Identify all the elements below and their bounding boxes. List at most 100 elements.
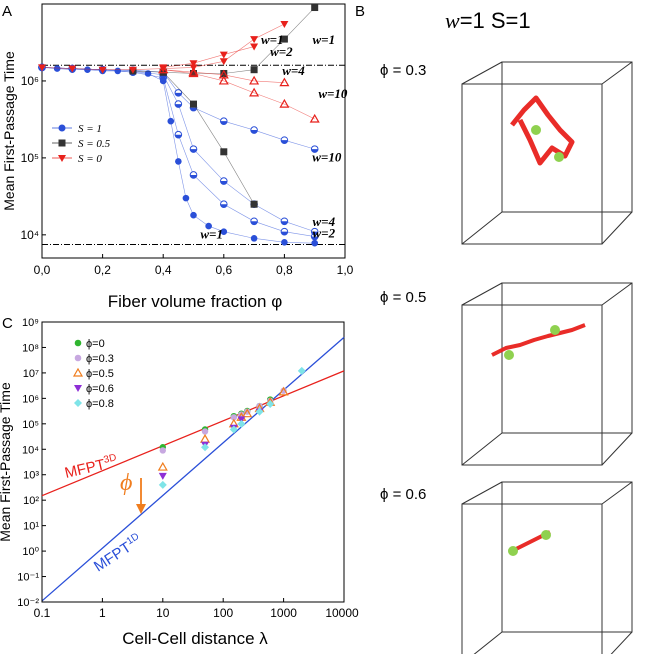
panel-a-point bbox=[190, 100, 197, 108]
panel-b-box-edge bbox=[601, 211, 633, 245]
panel-b-phi-label: ϕ = 0.5 bbox=[380, 289, 426, 306]
panel-a-point bbox=[189, 145, 198, 153]
panel-a-point bbox=[249, 75, 260, 85]
panel-a-xtick-label: 0,4 bbox=[155, 263, 172, 277]
panel-b-phi-label: ϕ = 0.3 bbox=[380, 62, 426, 79]
panel-b-box-front bbox=[461, 503, 603, 654]
panel-a-annotation: w=1 bbox=[261, 32, 284, 47]
panel-b-title-w: w bbox=[445, 8, 460, 33]
panel-a-legend-label: S = 1 bbox=[78, 123, 102, 135]
panel-a-point bbox=[128, 66, 137, 74]
panel-c-ytick-label: 10⁻² bbox=[17, 597, 39, 609]
panel-a-xtick-label: 0,0 bbox=[34, 263, 51, 277]
panel-c-fit-line bbox=[41, 336, 345, 602]
panel-b-cell bbox=[531, 125, 541, 135]
panel-b-box-edge bbox=[461, 481, 503, 505]
panel-a-point bbox=[98, 66, 107, 74]
panel-c-point bbox=[278, 386, 289, 396]
panel-c-point bbox=[297, 366, 306, 375]
panel-b-box-edge bbox=[473, 631, 503, 654]
panel-a-legend-label: S = 0.5 bbox=[78, 138, 111, 150]
panel-a-point bbox=[174, 89, 183, 97]
panel-b-3d-boxes: w=1 S=1 ϕ = 0.3 ϕ = 0.5 ϕ = 0.6 bbox=[380, 8, 633, 654]
panel-b-cell bbox=[508, 546, 518, 556]
panel-b-box: ϕ = 0.6 bbox=[380, 481, 633, 654]
panel-c-xlabel: Cell-Cell distance λ bbox=[122, 629, 268, 648]
panel-a-point bbox=[174, 130, 183, 139]
panel-a-point-fill bbox=[190, 107, 197, 111]
panel-a-series-line bbox=[163, 69, 315, 120]
panel-c-point bbox=[158, 472, 167, 480]
panel-a-xtick-label: 0,6 bbox=[215, 263, 232, 277]
panel-a-point bbox=[220, 200, 228, 209]
panel-b-cell bbox=[541, 530, 551, 540]
panel-label-b: B bbox=[355, 3, 365, 20]
panel-a-point bbox=[188, 68, 199, 78]
panel-a-point-fill bbox=[281, 221, 288, 225]
panel-a-annotation: w=2 bbox=[312, 226, 335, 241]
panel-a-point bbox=[280, 136, 289, 144]
panel-b-box-edge bbox=[601, 282, 633, 306]
panel-a-point bbox=[205, 222, 212, 230]
panel-b-random-walk bbox=[491, 323, 586, 357]
panel-a-point bbox=[250, 43, 259, 51]
panel-a-point bbox=[250, 235, 258, 242]
panel-a-point-fill bbox=[311, 236, 318, 240]
panel-b-box-edge bbox=[601, 61, 633, 85]
panel-a-point bbox=[53, 65, 61, 72]
panel-a-point bbox=[279, 98, 290, 108]
panel-a-series-line bbox=[163, 69, 285, 83]
panel-a-point bbox=[280, 217, 289, 226]
panel-c-mfpt1d-label: MFPT1D bbox=[90, 531, 145, 575]
panel-c-point bbox=[230, 414, 238, 421]
panel-c-ytick-label: 10⁹ bbox=[22, 317, 39, 329]
panel-c-point bbox=[201, 428, 209, 435]
panel-a-legend-marker bbox=[58, 124, 66, 132]
panel-c-xtick-label: 10 bbox=[156, 606, 170, 620]
panel-a-ylabel: Mean First-Passage Time bbox=[1, 51, 17, 211]
panel-c-legend-label: ϕ=0.8 bbox=[86, 398, 114, 410]
panel-a-point bbox=[220, 228, 228, 235]
panel-a-point bbox=[218, 75, 229, 85]
panel-c-legend: ϕ=0 ϕ=0.3 ϕ=0.5 ϕ=0.6 ϕ=0.8 bbox=[72, 338, 114, 410]
panel-c-xtick-label: 10000 bbox=[325, 606, 359, 620]
panel-a-annotation: w=4 bbox=[312, 214, 335, 229]
panel-b-box-front bbox=[461, 83, 603, 245]
panel-a-point bbox=[250, 217, 258, 226]
panel-a-annotation: w=2 bbox=[270, 44, 293, 59]
panel-a-point bbox=[190, 211, 197, 219]
panel-a-point bbox=[175, 158, 182, 165]
panel-a-point-fill bbox=[220, 181, 228, 185]
panel-a-point bbox=[219, 58, 228, 66]
panel-a-xtick-label: 0,2 bbox=[94, 263, 111, 277]
panel-a-xtick-label: 1,0 bbox=[337, 263, 354, 277]
panel-c-legend-marker bbox=[74, 399, 82, 407]
panel-a-annotation: w=1 bbox=[200, 226, 223, 241]
panel-a-point bbox=[249, 87, 260, 97]
panel-a-point bbox=[174, 100, 183, 108]
panel-a-point-fill bbox=[175, 104, 182, 108]
panel-c-point bbox=[158, 480, 167, 489]
panel-c-xtick-label: 1000 bbox=[270, 606, 297, 620]
panel-c-point bbox=[266, 400, 275, 409]
panel-a-point bbox=[188, 66, 199, 76]
panel-a-point bbox=[280, 20, 289, 28]
panel-a-point-fill bbox=[281, 231, 288, 235]
panel-a-point bbox=[68, 65, 77, 73]
panel-c-point bbox=[237, 419, 246, 428]
panel-a-point bbox=[309, 113, 320, 123]
panel-c-point bbox=[201, 443, 210, 452]
panel-a-annotation: w=10 bbox=[312, 149, 342, 164]
panel-c-legend-marker bbox=[74, 385, 82, 392]
panel-a-legend-label: S = 0 bbox=[78, 153, 102, 165]
panel-c-point bbox=[159, 447, 166, 454]
panel-c-mfpt3d-superscript: 3D bbox=[103, 452, 118, 466]
panel-c-ytick-label: 10⁵ bbox=[22, 419, 39, 431]
panel-a-point-fill bbox=[220, 121, 228, 125]
panel-c-ytick-label: 10⁰ bbox=[22, 546, 39, 558]
panel-a-point bbox=[220, 148, 228, 156]
panel-c-ytick-label: 10¹ bbox=[23, 521, 39, 533]
panel-a-point bbox=[280, 35, 288, 43]
